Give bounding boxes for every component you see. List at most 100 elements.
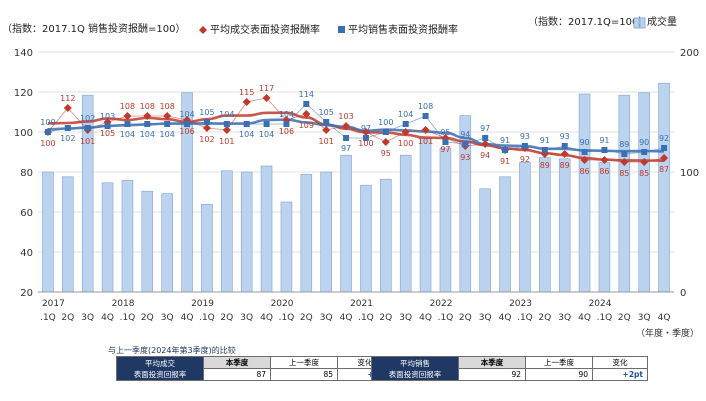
volume-bar [658,82,670,293]
legend-bar-label: 成交量 [647,15,677,28]
point-red [143,112,152,120]
data-label-blue: 91 [540,136,550,145]
point-red [401,128,410,136]
axes: 20 40 60 80 100 120 140 0 100 200 .1Q 2Q 3Q 4Q .1Q 2Q 3Q… [14,48,699,323]
year-label: 2019 [191,299,214,309]
volume-bar [519,162,531,293]
data-label-blue: 104 [239,130,254,139]
comparison-table-transaction: 平均成交 表面投资回报率 本季度 上一季度 变化 87 85 +2pt [116,356,393,381]
volume-bar [240,171,253,293]
x-tick-label: 3Q [558,313,571,323]
current-value: 92 [458,368,526,381]
left-tick-label: 40 [20,248,33,259]
data-label-red: 117 [259,84,274,93]
data-label-blue: 104 [398,110,413,119]
data-label-red: 101 [319,137,334,146]
point-red [302,110,311,118]
data-label-blue: 95 [440,128,450,137]
point-blue [521,143,528,149]
current-value: 87 [203,368,271,381]
volume-bar [380,178,392,293]
right-tick-label: 200 [680,48,699,59]
data-label-red: 97 [440,145,450,154]
data-label-blue: 103 [100,112,115,121]
year-label: 2021 [350,299,373,309]
left-tick-label: 80 [20,168,33,179]
point-blue [462,141,469,147]
point-blue [164,121,171,127]
point-red [640,158,649,166]
table-label-line1: 平均销售 [400,358,430,368]
volume-bar [499,176,511,293]
data-label-blue: 104 [279,110,294,119]
right-tick-label: 0 [680,288,686,299]
volume-bar [201,204,213,293]
point-blue [124,121,131,127]
data-label-blue: 105 [199,108,214,117]
volume-bar [300,174,313,293]
volume-bar [101,182,114,293]
point-blue [44,129,51,135]
point-blue [362,135,369,141]
data-label-blue: 104 [259,130,274,139]
table-label-line2: 表面投资回报率 [388,369,442,379]
data-label-blue: 97 [361,124,371,133]
x-tick-label: 3Q [81,313,94,323]
data-label-blue: 108 [418,102,433,111]
x-tick-label: .1Q [358,313,374,323]
point-blue [243,121,250,127]
volume-bar [340,154,352,293]
point-blue [223,121,230,127]
legend-bar-marker [633,17,640,29]
col-current: 本季度 [458,356,526,369]
point-blue [303,101,310,107]
x-tick-label: 4Q [658,313,671,323]
data-label-red: 108 [120,102,135,111]
x-tick-label: 3Q [479,313,492,323]
point-red [580,156,589,164]
data-label-blue: 104 [140,130,155,139]
volume-bar [479,188,491,293]
table-label-line2: 表面投资回报率 [133,369,187,379]
data-label-red: 92 [520,155,530,164]
point-red [322,126,331,134]
point-red [242,98,251,106]
point-red [560,150,569,158]
volume-bar [280,201,293,293]
x-tick-label: 4Q [340,313,353,323]
data-label-blue: 105 [319,108,334,117]
line-blue [47,103,665,155]
volume-bar [419,138,432,293]
data-label-red: 87 [659,165,669,174]
data-label-blue: 114 [299,90,314,99]
point-red [600,156,609,164]
data-label-blue: 102 [60,134,75,143]
yield-points [43,94,669,166]
data-label-red: 108 [140,102,155,111]
point-blue [502,147,509,153]
volume-bar [141,190,154,293]
point-red [481,140,490,148]
left-axis-title: （指数：2017.1Q 销售投资报酬=100） [2,22,186,35]
previous-value: 85 [270,368,338,381]
comparison-table-label: 平均成交 表面投资回报率 [116,356,204,381]
point-blue [601,147,608,153]
x-tick-label: 2Q [618,313,631,323]
comparison-title: 与上一季度(2024年第3季度)的比较 [108,346,236,355]
data-label-red: 100 [398,139,413,148]
year-label: 2017 [42,299,65,309]
volume-bars [42,82,670,293]
data-label-blue: 90 [579,138,589,147]
point-red [361,128,370,136]
data-label-blue: 104 [219,110,234,119]
x-tick-label: 2Q [538,313,551,323]
data-label-red: 101 [80,137,95,146]
point-blue [84,125,91,131]
x-tick-label: 3Q [399,313,412,323]
x-tick-label: .1Q [597,313,613,323]
x-tick-label: 4Q [578,313,591,323]
data-label-blue: 104 [160,130,175,139]
point-blue [323,119,330,125]
data-label-red: 106 [179,127,194,136]
point-blue [442,139,449,145]
